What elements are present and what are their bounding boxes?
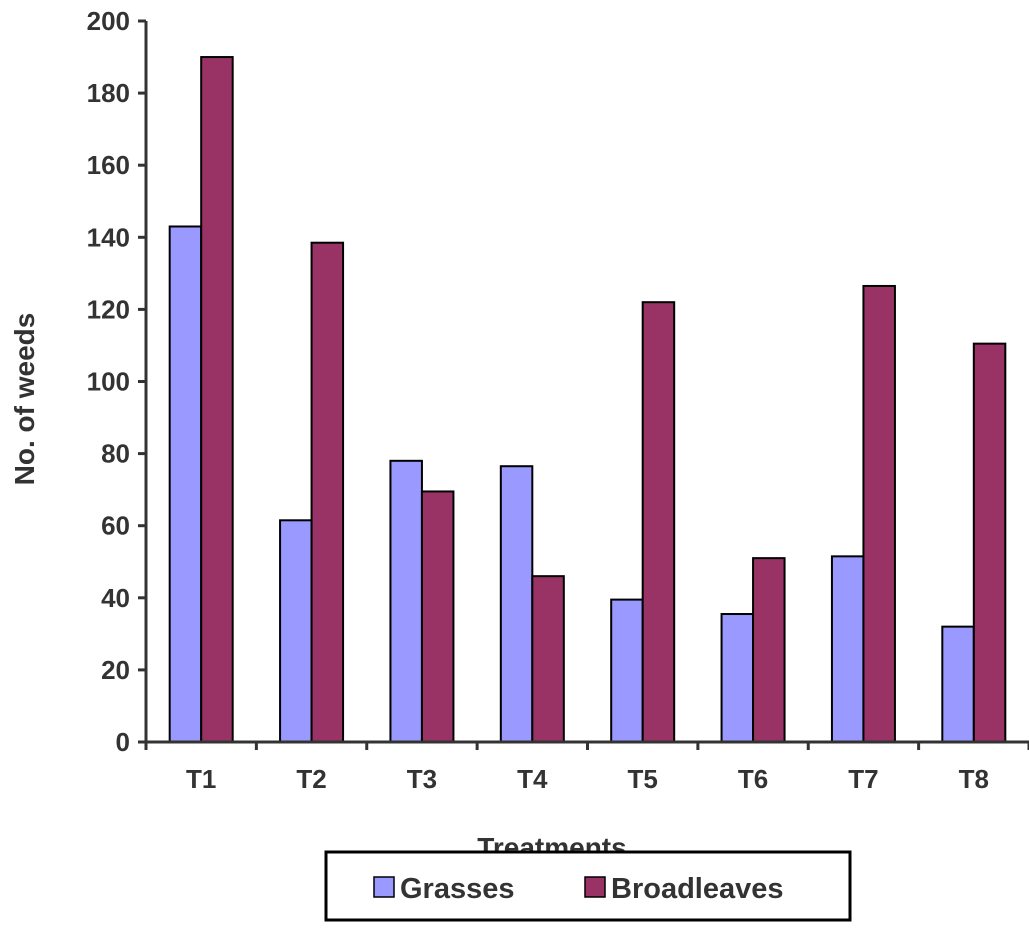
x-tick-label: T2 (296, 764, 326, 794)
y-tick-label: 100 (87, 367, 130, 397)
bar-grasses-t6 (720, 613, 755, 744)
y-ticks: 0 20 40 60 80 100 120 140 160 180 200 (87, 6, 146, 757)
y-tick-label: 60 (101, 511, 130, 541)
y-axis-title: No. of weeds (9, 313, 40, 486)
bar-broadleaves-t2 (310, 241, 345, 744)
x-tick-label: T3 (407, 764, 437, 794)
legend-swatch-broadleaves (584, 876, 606, 898)
x-ticks: T1 T2 T3 T4 T5 T6 T7 T8 (144, 742, 1029, 794)
x-tick-label: T8 (959, 764, 989, 794)
legend-label-broadleaves: Broadleaves (611, 873, 784, 905)
legend-swatch-grasses (373, 876, 395, 898)
y-tick-label: 80 (101, 439, 130, 469)
x-tick-label: T4 (517, 764, 548, 794)
bar-broadleaves-t7 (862, 284, 896, 743)
bar-broadleaves-t3 (420, 490, 455, 744)
bars-layer (168, 56, 1007, 744)
y-tick-label: 120 (87, 294, 130, 324)
y-tick-label: 20 (101, 655, 130, 685)
y-tick-label: 180 (87, 78, 130, 108)
x-tick-label: T1 (186, 764, 216, 794)
bar-broadleaves-t8 (972, 342, 1007, 743)
bar-broadleaves-t1 (200, 56, 234, 744)
y-tick-label: 140 (87, 222, 130, 252)
x-tick-label: T5 (628, 764, 658, 794)
y-tick-label: 0 (116, 727, 130, 757)
bar-grasses-t2 (279, 519, 313, 743)
bar-grasses-t1 (168, 225, 203, 744)
y-tick-label: 160 (87, 150, 130, 180)
bar-grasses-t7 (830, 555, 865, 744)
bar-grasses-t3 (389, 459, 423, 743)
bar-grasses-t5 (610, 598, 644, 743)
bar-grasses-t8 (941, 625, 975, 744)
legend: Grasses Broadleaves (324, 850, 852, 922)
y-tick-label: 40 (101, 583, 130, 613)
axes-layer (144, 21, 1029, 744)
y-tick-label: 200 (87, 6, 130, 36)
bar-broadleaves-t5 (641, 301, 676, 743)
bar-broadleaves-t4 (531, 575, 565, 743)
bar-broadleaves-t6 (752, 557, 786, 744)
bar-grasses-t4 (499, 465, 534, 743)
x-tick-label: T6 (738, 764, 768, 794)
legend-label-grasses: Grasses (400, 873, 515, 905)
x-tick-label: T7 (848, 764, 878, 794)
